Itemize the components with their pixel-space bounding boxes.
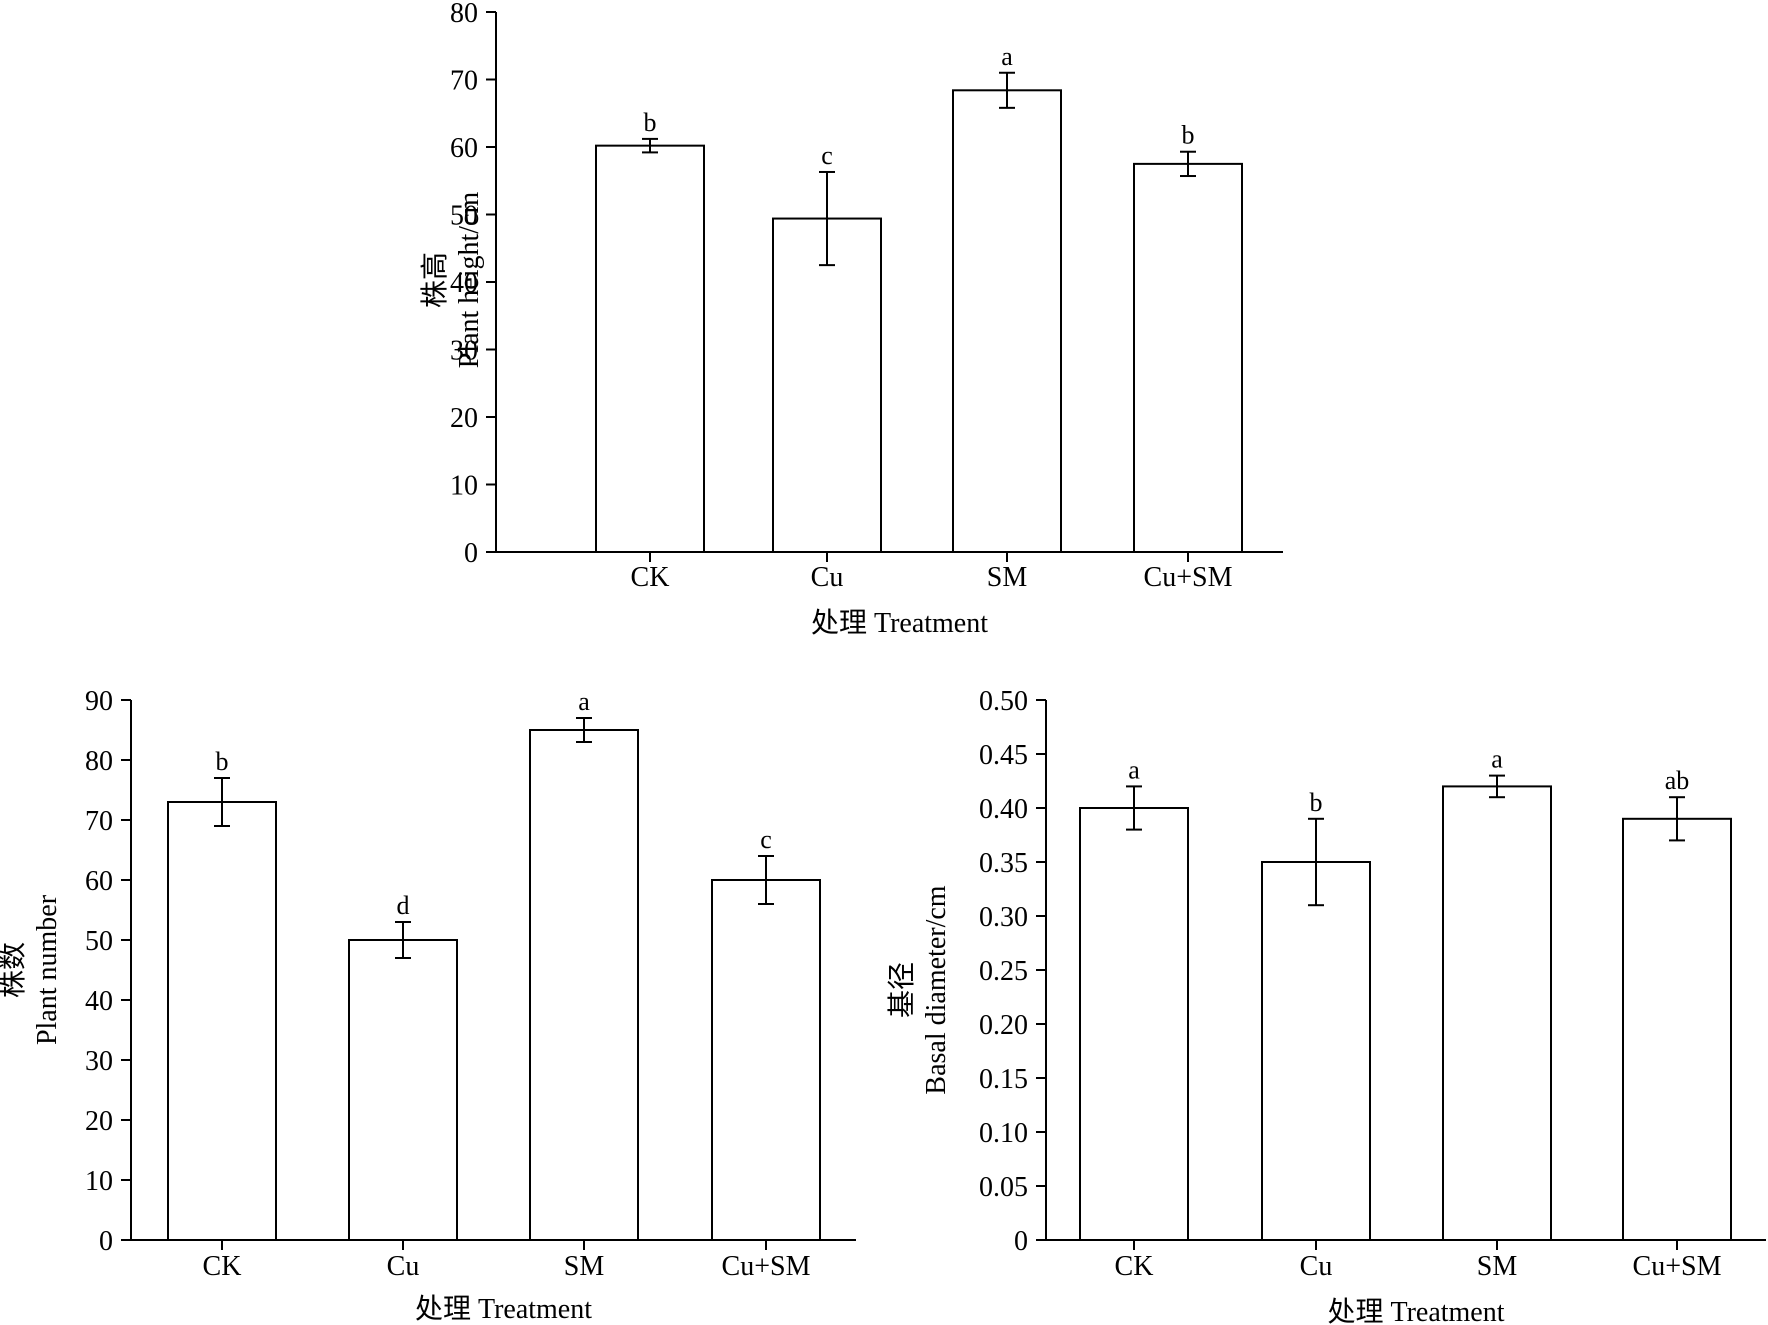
y-tick-label: 10 — [450, 471, 478, 502]
significance-label: b — [644, 108, 657, 137]
y-axis-title: 株数 Plant number — [0, 894, 63, 1045]
significance-label: c — [760, 825, 772, 854]
y-tick-label: 0.20 — [979, 1010, 1028, 1041]
bar-ck — [167, 801, 277, 1241]
significance-label: b — [1182, 121, 1195, 150]
bar-ck — [1079, 807, 1189, 1241]
x-tick-label: Cu+SM — [722, 1251, 811, 1282]
y-tick-label: 80 — [85, 746, 113, 777]
y-tick-label: 70 — [85, 806, 113, 837]
y-tick-label: 30 — [450, 336, 478, 367]
y-axis-title: 株高 Plant height/cm — [419, 192, 485, 369]
y-tick-label: 0.05 — [979, 1172, 1028, 1203]
y-tick-label: 20 — [85, 1106, 113, 1137]
y-axis-title-cn: 基径 — [886, 962, 918, 1018]
chart-plant-number: 0 10 20 30 40 50 60 70 80 90 b CK d Cu a SM c Cu+SM 处理 Tre… — [0, 686, 856, 1325]
x-tick-label: Cu — [1300, 1251, 1333, 1282]
bar-cu-plus-sm — [711, 879, 821, 1241]
y-tick-label: 0.10 — [979, 1118, 1028, 1149]
y-tick-label: 0.45 — [979, 740, 1028, 771]
chart-plant-height: 0 10 20 30 40 50 60 70 80 b CK c Cu a SM b Cu+SM 处理 Treat… — [419, 0, 1283, 639]
significance-label: d — [397, 891, 410, 920]
x-axis-title: 处理 Treatment — [1327, 1296, 1504, 1325]
bar-cu — [348, 939, 458, 1241]
y-axis-title: 基径 Basal diameter/cm — [886, 885, 952, 1094]
y-axis-title-en: Plant height/cm — [454, 192, 485, 369]
x-tick-label: CK — [203, 1251, 242, 1282]
significance-label: b — [216, 747, 229, 776]
significance-label: a — [1128, 755, 1140, 784]
bar-cu — [772, 217, 882, 554]
chart-basal-diameter: 0 0.05 0.10 0.15 0.20 0.25 0.30 0.35 0.40 0.45 0.5… — [886, 686, 1766, 1325]
y-tick-label: 30 — [85, 1046, 113, 1077]
x-tick-label: CK — [631, 562, 670, 593]
y-axis-title-cn: 株高 — [419, 252, 451, 308]
x-axis-title: 处理 Treatment — [415, 1293, 592, 1325]
x-tick-label: CK — [1115, 1251, 1154, 1282]
y-tick-label: 0.15 — [979, 1064, 1028, 1095]
significance-label: ab — [1665, 766, 1690, 795]
significance-label: b — [1310, 788, 1323, 817]
y-tick-label: 60 — [450, 133, 478, 164]
x-tick-label: Cu — [811, 562, 844, 593]
y-tick-label: 0.30 — [979, 902, 1028, 933]
y-tick-label: 0 — [1014, 1226, 1028, 1257]
significance-label: c — [821, 141, 833, 170]
x-axis-title: 处理 Treatment — [811, 607, 988, 639]
y-tick-label: 10 — [85, 1166, 113, 1197]
significance-label: a — [578, 687, 590, 716]
y-tick-label: 20 — [450, 403, 478, 434]
y-tick-label: 0.50 — [979, 686, 1028, 717]
x-tick-label: SM — [1477, 1251, 1518, 1282]
y-tick-label: 0.40 — [979, 794, 1028, 825]
y-tick-label: 40 — [85, 986, 113, 1017]
x-tick-label: SM — [987, 562, 1028, 593]
bar-cu-plus-sm — [1622, 817, 1732, 1241]
significance-label: a — [1001, 42, 1013, 71]
y-tick-label: 0.25 — [979, 956, 1028, 987]
y-axis-title-en: Plant number — [32, 894, 63, 1045]
bar-sm — [1442, 785, 1552, 1242]
bar-sm — [529, 729, 639, 1241]
y-tick-label: 60 — [85, 866, 113, 897]
y-tick-label: 80 — [450, 0, 478, 29]
y-tick-label: 0 — [99, 1226, 113, 1257]
y-tick-label: 40 — [450, 268, 478, 299]
y-tick-label: 0.35 — [979, 848, 1028, 879]
y-tick-label: 90 — [85, 686, 113, 717]
y-tick-label: 50 — [450, 201, 478, 232]
bar-cu — [1261, 861, 1371, 1241]
bar-sm — [952, 89, 1062, 554]
significance-label: a — [1491, 745, 1503, 774]
y-axis-title-en: Basal diameter/cm — [921, 885, 952, 1094]
x-tick-label: SM — [564, 1251, 605, 1282]
bar-ck — [595, 144, 705, 553]
bar-cu-plus-sm — [1133, 162, 1243, 553]
y-tick-label: 0 — [464, 538, 478, 569]
y-tick-label: 70 — [450, 66, 478, 97]
x-tick-label: Cu — [387, 1251, 420, 1282]
x-tick-label: Cu+SM — [1633, 1251, 1722, 1282]
y-axis-title-cn: 株数 — [0, 942, 29, 998]
y-tick-label: 50 — [85, 926, 113, 957]
x-tick-label: Cu+SM — [1144, 562, 1233, 593]
